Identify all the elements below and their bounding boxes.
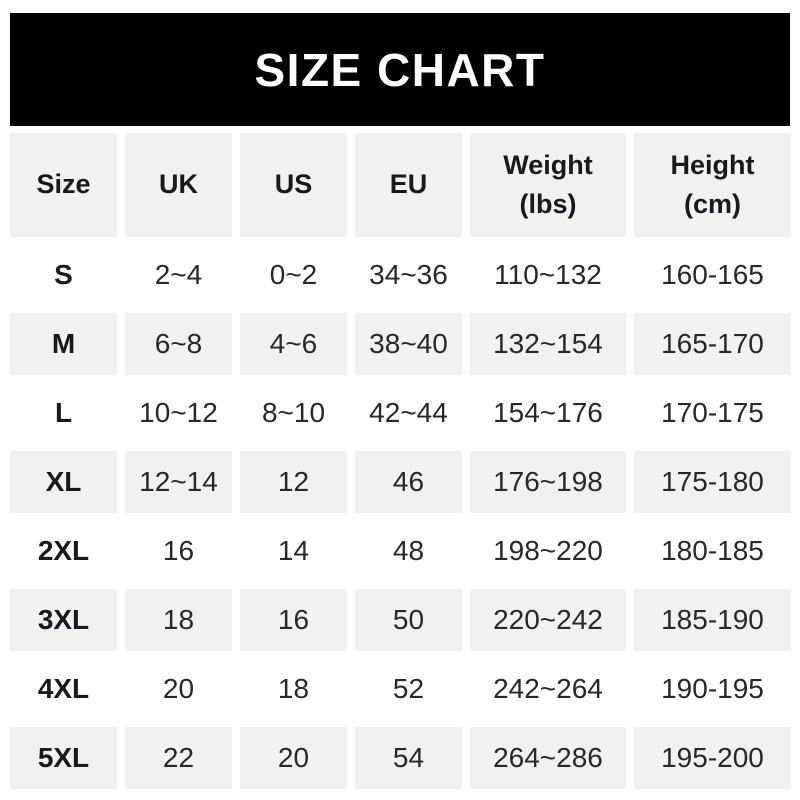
cell-5xl-height-cm: 195-200 <box>634 727 791 789</box>
cell-4xl-size: 4XL <box>37 673 90 704</box>
cell-xl-uk: 12~14 <box>125 451 232 513</box>
column-header-us: US <box>240 133 347 237</box>
column-header-height-cm: Height (cm) <box>634 133 791 237</box>
cell-2xl-size: 2XL <box>37 535 90 566</box>
column-header-eu: EU <box>355 133 462 237</box>
cell-xl-height-cm: 175-180 <box>634 451 791 513</box>
cell-xl-us: 12 <box>240 451 347 513</box>
column-header-weight-lbs: Weight (lbs) <box>470 133 626 237</box>
cell-5xl-uk: 22 <box>125 727 232 789</box>
cell-s-eu: 34~36 <box>369 259 448 290</box>
cell-5xl-us: 20 <box>240 727 347 789</box>
cell-s-us: 0~2 <box>269 259 318 290</box>
cell-l-uk: 10~12 <box>139 397 218 428</box>
cell-s-height-cm: 160-165 <box>661 259 764 290</box>
cell-5xl-weight-lbs: 264~286 <box>470 727 626 789</box>
cell-3xl-uk: 18 <box>125 589 232 651</box>
cell-xl-eu: 46 <box>355 451 462 513</box>
cell-l-us: 8~10 <box>261 397 326 428</box>
cell-3xl-size: 3XL <box>10 589 117 651</box>
cell-m-height-cm: 165-170 <box>634 313 791 375</box>
size-chart-banner: SIZE CHART <box>10 13 790 126</box>
cell-4xl-us: 18 <box>277 673 310 704</box>
size-chart-table: Size UK US EU Weight (lbs) Height (cm) S 2~4 0~2… <box>10 133 791 789</box>
cell-l-size: L <box>54 397 73 428</box>
cell-m-eu: 38~40 <box>355 313 462 375</box>
cell-2xl-weight-lbs: 198~220 <box>493 535 603 566</box>
cell-s-size: S <box>54 259 73 290</box>
page-title: SIZE CHART <box>254 43 546 96</box>
cell-m-weight-lbs: 132~154 <box>470 313 626 375</box>
cell-l-height-cm: 170-175 <box>661 397 764 428</box>
cell-4xl-weight-lbs: 242~264 <box>493 673 603 704</box>
cell-5xl-size: 5XL <box>10 727 117 789</box>
cell-xl-weight-lbs: 176~198 <box>470 451 626 513</box>
cell-m-uk: 6~8 <box>125 313 232 375</box>
cell-l-weight-lbs: 154~176 <box>493 397 603 428</box>
cell-3xl-us: 16 <box>240 589 347 651</box>
cell-3xl-eu: 50 <box>355 589 462 651</box>
cell-3xl-height-cm: 185-190 <box>634 589 791 651</box>
cell-s-weight-lbs: 110~132 <box>494 259 602 290</box>
cell-xl-size: XL <box>10 451 117 513</box>
cell-l-eu: 42~44 <box>369 397 448 428</box>
cell-m-us: 4~6 <box>240 313 347 375</box>
cell-3xl-weight-lbs: 220~242 <box>470 589 626 651</box>
cell-4xl-uk: 20 <box>162 673 195 704</box>
cell-2xl-eu: 48 <box>392 535 425 566</box>
column-header-size: Size <box>10 133 117 237</box>
cell-5xl-eu: 54 <box>355 727 462 789</box>
column-header-uk: UK <box>125 133 232 237</box>
cell-2xl-height-cm: 180-185 <box>661 535 764 566</box>
cell-2xl-uk: 16 <box>162 535 195 566</box>
cell-m-size: M <box>10 313 117 375</box>
cell-4xl-eu: 52 <box>392 673 425 704</box>
cell-s-uk: 2~4 <box>154 259 203 290</box>
cell-4xl-height-cm: 190-195 <box>661 673 764 704</box>
cell-2xl-us: 14 <box>277 535 310 566</box>
